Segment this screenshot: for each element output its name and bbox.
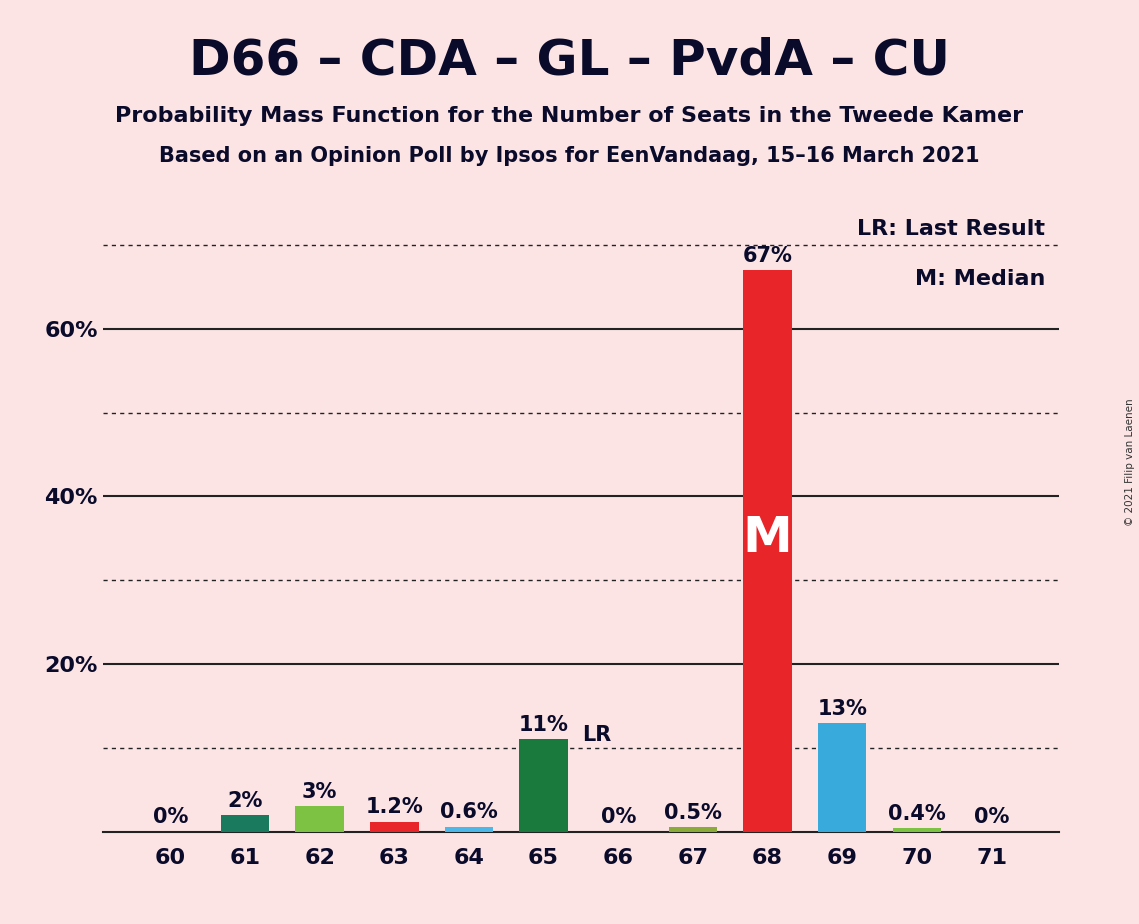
Text: D66 – CDA – GL – PvdA – CU: D66 – CDA – GL – PvdA – CU <box>189 37 950 85</box>
Bar <box>818 723 867 832</box>
Bar <box>295 807 344 832</box>
Text: 1.2%: 1.2% <box>366 797 423 818</box>
Text: 0%: 0% <box>153 808 188 827</box>
Text: 0%: 0% <box>600 808 636 827</box>
Text: 0.6%: 0.6% <box>440 802 498 822</box>
Bar <box>370 821 418 832</box>
Text: 11%: 11% <box>518 715 568 736</box>
Text: 13%: 13% <box>818 699 867 719</box>
Text: 3%: 3% <box>302 783 337 802</box>
Text: © 2021 Filip van Laenen: © 2021 Filip van Laenen <box>1125 398 1134 526</box>
Text: LR: LR <box>582 725 612 746</box>
Text: 67%: 67% <box>743 246 793 266</box>
Text: 2%: 2% <box>228 791 263 810</box>
Bar <box>744 271 792 832</box>
Bar <box>519 739 568 832</box>
Text: Probability Mass Function for the Number of Seats in the Tweede Kamer: Probability Mass Function for the Number… <box>115 106 1024 127</box>
Text: 0.5%: 0.5% <box>664 803 722 823</box>
Text: 0%: 0% <box>974 808 1009 827</box>
Text: M: M <box>743 515 793 563</box>
Bar <box>669 827 718 832</box>
Bar <box>444 827 493 832</box>
Bar <box>893 828 941 832</box>
Text: LR: Last Result: LR: Last Result <box>857 219 1044 239</box>
Bar <box>221 815 269 832</box>
Text: M: Median: M: Median <box>915 269 1044 289</box>
Text: Based on an Opinion Poll by Ipsos for EenVandaag, 15–16 March 2021: Based on an Opinion Poll by Ipsos for Ee… <box>159 146 980 166</box>
Text: 0.4%: 0.4% <box>888 804 945 824</box>
